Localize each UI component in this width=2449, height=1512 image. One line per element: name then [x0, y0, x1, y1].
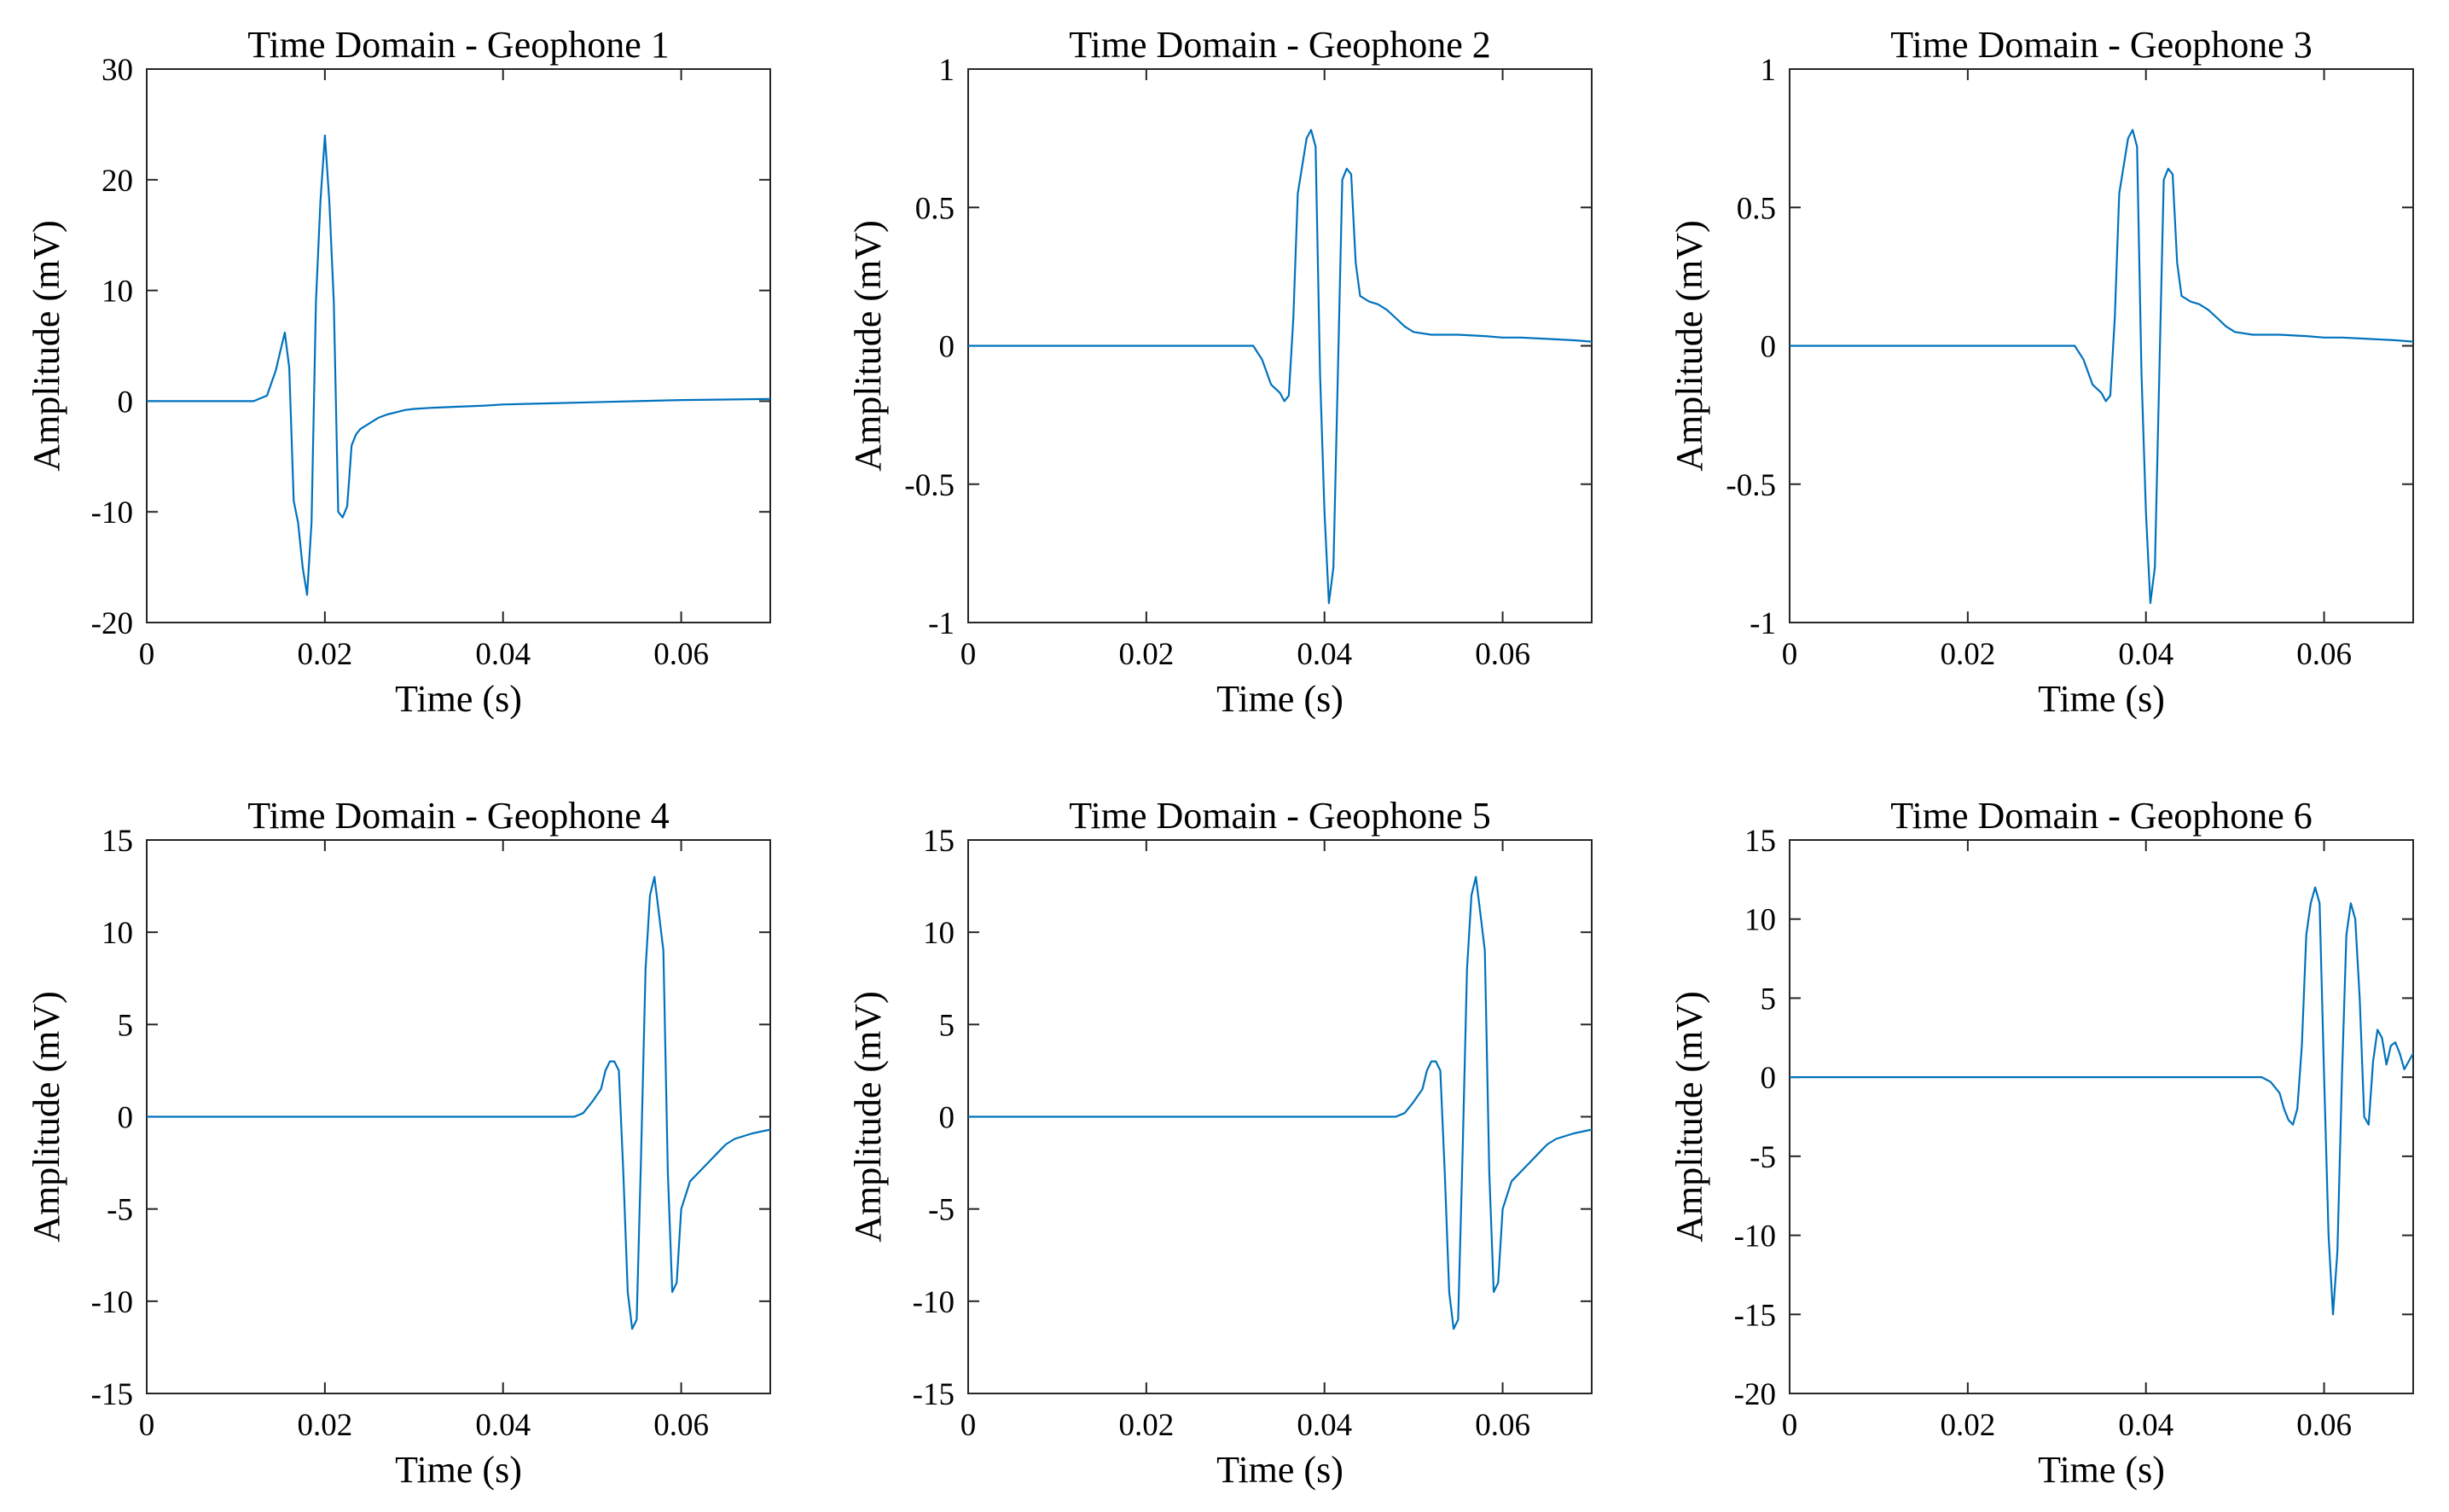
y-tick-label: -1 [928, 606, 955, 641]
x-tick-label: 0.06 [2296, 1408, 2352, 1443]
axes-box [1789, 839, 2414, 1394]
panel-geophone-2: 0 0.02 0.04 0.06 -1 -0.5 0 0.5 1 Time Domain - Ge… [847, 24, 1593, 720]
y-tick-label: 20 [102, 164, 133, 199]
y-tick-label: -0.5 [904, 468, 955, 503]
y-axis-label: Amplitude (mV) [847, 220, 889, 472]
x-tick-label: 0.02 [297, 1408, 352, 1443]
y-tick-label: 10 [923, 916, 955, 951]
y-tick-label: 1 [939, 53, 955, 88]
x-tick-label: 0.04 [1297, 637, 1352, 672]
y-tick-label: -10 [91, 495, 133, 530]
y-tick-label: -0.5 [1726, 468, 1776, 503]
panel-geophone-6: 0 0.02 0.04 0.06 -20 -15 -10 -5 0 5 10 15 Time Domai… [1668, 795, 2414, 1491]
x-tick-label: 0.02 [1940, 1408, 1995, 1443]
x-tick-label: 0.06 [1475, 1408, 1530, 1443]
y-tick-label: -5 [1750, 1140, 1776, 1175]
chart-title: Time Domain - Geophone 1 [247, 24, 670, 66]
panel-geophone-1: 0 0.02 0.04 0.06 -20 -10 0 10 20 30 Time Domain - … [26, 24, 771, 720]
x-tick-label: 0.04 [2118, 1408, 2173, 1443]
y-axis-label: Amplitude (mV) [26, 991, 67, 1243]
y-tick-label: -20 [1734, 1377, 1776, 1412]
y-tick-label: -5 [107, 1193, 133, 1228]
x-tick-label: 0 [139, 1408, 155, 1443]
y-tick-label: -15 [1734, 1298, 1776, 1333]
series-line-geophone-2 [968, 129, 1592, 605]
y-tick-label: -10 [913, 1285, 955, 1320]
y-tick-label: 1 [1761, 53, 1777, 88]
series-line-geophone-3 [1790, 129, 2413, 605]
x-tick-label: 0 [1782, 637, 1798, 672]
y-axis-label: Amplitude (mV) [1668, 220, 1710, 472]
y-tick-label: -5 [928, 1193, 955, 1228]
chart-title: Time Domain - Geophone 3 [1890, 24, 2313, 66]
x-tick-label: 0 [139, 637, 155, 672]
y-tick-label: -20 [91, 606, 133, 641]
y-tick-label: 15 [923, 824, 955, 859]
y-tick-label: -15 [913, 1377, 955, 1412]
chart-title: Time Domain - Geophone 5 [1069, 795, 1491, 837]
x-tick-label: 0.04 [2118, 637, 2173, 672]
x-tick-label: 0 [1782, 1408, 1798, 1443]
y-tick-label: 0 [118, 385, 134, 420]
chart-title: Time Domain - Geophone 4 [247, 795, 670, 837]
y-tick-label: 0 [1761, 1061, 1777, 1096]
x-axis-label: Time (s) [2038, 678, 2165, 720]
x-axis-label: Time (s) [395, 678, 522, 720]
y-tick-label: -15 [91, 1377, 133, 1412]
panel-geophone-4: 0 0.02 0.04 0.06 -15 -10 -5 0 5 10 15 Time Domain -… [26, 795, 771, 1491]
series-line-geophone-1 [147, 134, 770, 596]
chart-title: Time Domain - Geophone 2 [1069, 24, 1491, 66]
y-tick-label: 10 [102, 916, 133, 951]
y-tick-label: -10 [1734, 1219, 1776, 1254]
x-tick-label: 0.06 [653, 637, 709, 672]
x-tick-label: 0 [960, 1408, 977, 1443]
y-tick-label: 5 [118, 1008, 134, 1043]
y-axis-label: Amplitude (mV) [26, 220, 67, 472]
y-axis-label: Amplitude (mV) [847, 991, 889, 1243]
y-tick-label: 30 [102, 53, 133, 88]
y-tick-label: 15 [102, 824, 133, 859]
y-tick-label: 15 [1744, 824, 1776, 859]
series-line-geophone-6 [1790, 886, 2413, 1316]
x-tick-label: 0.06 [1475, 637, 1530, 672]
x-tick-label: 0.04 [475, 637, 531, 672]
y-tick-label: 0 [118, 1101, 134, 1136]
y-tick-label: 10 [102, 275, 133, 310]
y-tick-label: 0 [1761, 330, 1777, 365]
x-axis-label: Time (s) [1216, 678, 1343, 720]
y-tick-label: -10 [91, 1285, 133, 1320]
x-tick-label: 0.02 [1940, 637, 1995, 672]
x-tick-label: 0.06 [653, 1408, 709, 1443]
y-tick-label: 10 [1744, 903, 1776, 938]
y-tick-label: -1 [1750, 606, 1776, 641]
series-line-geophone-5 [968, 876, 1592, 1330]
axes-box [146, 68, 771, 623]
y-axis-label: Amplitude (mV) [1668, 991, 1710, 1243]
panel-geophone-5: 0 0.02 0.04 0.06 -15 -10 -5 0 5 10 15 Time Domain -… [847, 795, 1593, 1491]
x-tick-label: 0.02 [297, 637, 352, 672]
y-tick-label: 5 [939, 1008, 955, 1043]
x-axis-label: Time (s) [2038, 1449, 2165, 1491]
x-axis-label: Time (s) [1216, 1449, 1343, 1491]
y-tick-label: 0.5 [915, 191, 955, 226]
x-tick-label: 0.04 [1297, 1408, 1352, 1443]
series-line-geophone-4 [147, 876, 770, 1330]
y-tick-label: 5 [1761, 982, 1777, 1017]
x-tick-label: 0 [960, 637, 977, 672]
y-tick-label: 0.5 [1737, 191, 1776, 226]
x-tick-label: 0.02 [1118, 637, 1174, 672]
chart-title: Time Domain - Geophone 6 [1890, 795, 2313, 837]
x-axis-label: Time (s) [395, 1449, 522, 1491]
panel-geophone-3: 0 0.02 0.04 0.06 -1 -0.5 0 0.5 1 Time Domain - Ge… [1668, 24, 2414, 720]
x-tick-label: 0.06 [2296, 637, 2352, 672]
x-tick-label: 0.04 [475, 1408, 531, 1443]
y-tick-label: 0 [939, 330, 955, 365]
x-tick-label: 0.02 [1118, 1408, 1174, 1443]
y-tick-label: 0 [939, 1101, 955, 1136]
